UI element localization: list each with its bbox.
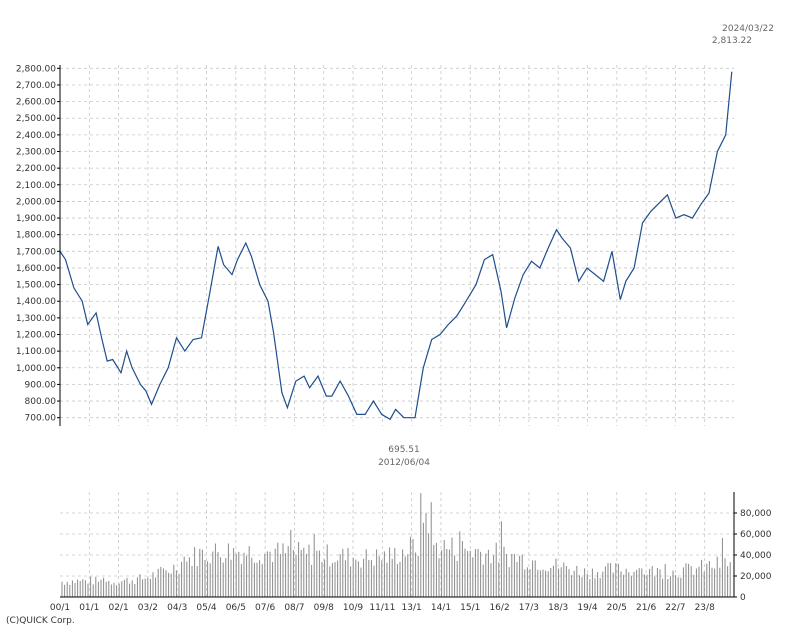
price-y-tick-label: 2,500.00 [16,114,56,124]
price-y-tick-label: 2,000.00 [16,197,56,207]
price-y-tick-label: 1,700.00 [16,247,56,257]
x-axis-ticks: 00/1 01/1 02/1 03/2 04/3 05/4 06/5 07/6 08/7 09/8… [50,603,715,613]
volume-y-tick-label: 80,000 [740,509,772,519]
x-tick-label: 14/1 [431,603,451,613]
x-tick-label: 20/5 [607,603,627,613]
x-tick-label: 22/7 [665,603,685,613]
price-y-tick-label: 1,400.00 [16,297,56,307]
x-tick-label: 19/4 [577,603,597,613]
price-y-tick-label: 700.00 [25,414,57,424]
x-tick-label: 03/2 [138,603,158,613]
volume-y-tick-label: 60,000 [740,530,772,540]
x-tick-label: 10/9 [343,603,363,613]
price-y-tick-label: 2,700.00 [16,81,56,91]
price-y-ticks: 700.00 800.00 900.00 1,000.00 1,100.00 1,200.… [16,64,60,424]
grid [60,65,734,597]
price-y-tick-label: 2,400.00 [16,131,56,141]
price-series-line [59,71,733,421]
x-tick-label: 07/6 [255,603,275,613]
price-y-tick-label: 1,800.00 [16,231,56,241]
x-tick-label: 08/7 [284,603,304,613]
x-tick-label: 11/11 [369,603,395,613]
x-tick-label: 21/6 [636,603,656,613]
price-y-tick-label: 2,300.00 [16,148,56,158]
x-tick-label: 09/8 [314,603,334,613]
copyright: (C)QUICK Corp. [6,616,75,626]
x-tick-label: 15/1 [460,603,480,613]
min-note-value: 695.51 [388,445,420,455]
x-tick-label: 01/1 [79,603,99,613]
x-tick-label: 23/8 [695,603,715,613]
price-y-tick-label: 1,100.00 [16,347,56,357]
x-tick-label: 04/3 [167,603,187,613]
price-y-tick-label: 1,900.00 [16,214,56,224]
x-tick-label: 18/3 [548,603,568,613]
price-y-tick-label: 1,000.00 [16,364,56,374]
price-y-tick-label: 2,100.00 [16,181,56,191]
price-y-tick-label: 2,200.00 [16,164,56,174]
volume-y-tick-label: 40,000 [740,551,772,561]
price-y-tick-label: 1,200.00 [16,331,56,341]
volume-y-tick-label: 20,000 [740,572,772,582]
corner-value: 2,813.22 [712,36,752,46]
x-tick-label: 02/1 [108,603,128,613]
volume-y-tick-label: 0 [740,593,746,603]
price-y-tick-label: 900.00 [25,380,57,390]
price-y-tick-label: 1,600.00 [16,264,56,274]
x-tick-label: 17/3 [519,603,539,613]
x-tick-label: 16/2 [489,603,509,613]
x-tick-label: 05/4 [196,603,216,613]
volume-y-ticks: 0 20,000 40,000 60,000 80,000 [734,509,772,603]
price-y-tick-label: 2,800.00 [16,64,56,74]
x-tick-label: 13/1 [402,603,422,613]
price-y-tick-label: 1,500.00 [16,281,56,291]
min-note-date: 2012/06/04 [378,458,430,468]
x-tick-label: 06/5 [226,603,246,613]
x-tick-label: 00/1 [50,603,70,613]
price-y-tick-label: 1,300.00 [16,314,56,324]
volume-bars [61,493,731,597]
price-y-tick-label: 800.00 [25,397,57,407]
corner-date: 2024/03/22 [722,24,774,34]
price-y-tick-label: 2,600.00 [16,98,56,108]
